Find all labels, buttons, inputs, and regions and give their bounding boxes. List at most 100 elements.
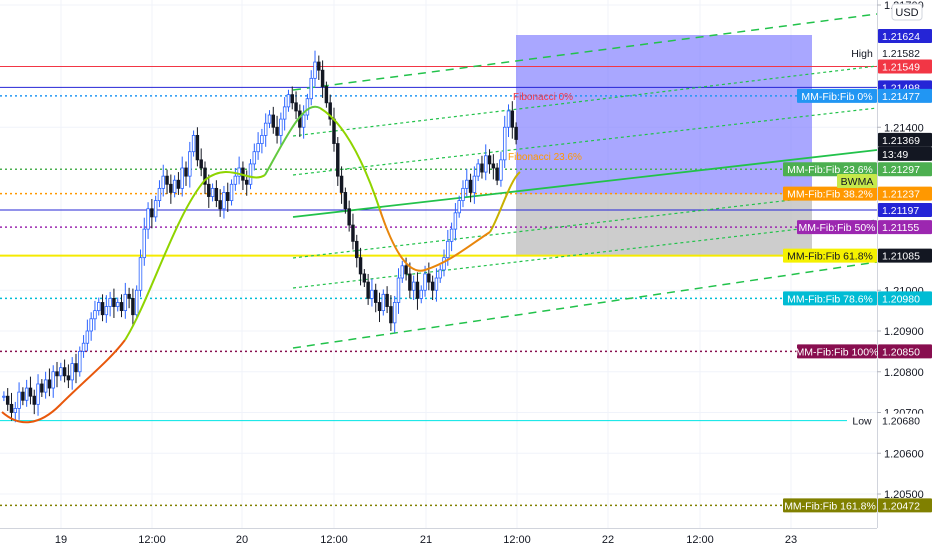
bwma-segment-1 xyxy=(124,170,266,341)
tag-fib-0-bg xyxy=(878,88,932,103)
candle-body-36 xyxy=(138,257,143,291)
label-Low-text: Low xyxy=(852,416,872,428)
tag-fib-50-bg xyxy=(878,220,932,235)
tag-fib-61.8-text: 1.21085 xyxy=(882,251,920,263)
candle-body-123 xyxy=(468,179,473,193)
x-tick-label-5: 12:00 xyxy=(503,534,531,546)
label-fib-23.6-text: MM-Fib:Fib 23.6% xyxy=(787,164,873,176)
label-fib-161.8: MM-Fib:Fib 161.8% xyxy=(783,498,877,513)
trend-channel xyxy=(292,13,878,349)
candle-body-95 xyxy=(362,273,367,283)
candle-body-87 xyxy=(332,118,336,144)
tag-High-bg xyxy=(878,46,932,61)
candle-body-115 xyxy=(438,269,442,279)
tag-Low-text: 1.20680 xyxy=(882,416,920,428)
candle-body-56 xyxy=(214,187,219,201)
candle-body-107 xyxy=(408,273,412,291)
candle-body-126 xyxy=(480,163,484,173)
y-tick-label-4: 1.20800 xyxy=(884,367,924,379)
candle-body-71 xyxy=(271,114,276,128)
channel-low-1 xyxy=(292,189,878,259)
candle-body-57 xyxy=(218,200,222,210)
candle-body-133 xyxy=(506,110,511,128)
candle-body-83 xyxy=(317,61,321,71)
label-fib-0-bg xyxy=(797,88,877,103)
candle-body-101 xyxy=(385,293,389,307)
candle-body-100 xyxy=(381,293,386,312)
candle-body-120 xyxy=(457,200,461,214)
label-fib-61.8: MM-Fib:Fib 61.8% xyxy=(783,248,877,263)
candle-body-113 xyxy=(430,281,435,291)
tag-fib-50-text: 1.21155 xyxy=(882,222,919,234)
label-fib-38.2: MM-Fib:Fib 38.2% xyxy=(783,186,877,201)
candle-body-76 xyxy=(290,94,294,104)
tag-fib-100: 1.20850 xyxy=(878,344,932,359)
tag-countdown: 13:49 xyxy=(878,146,932,161)
candle-body-4 xyxy=(17,391,21,409)
bwma-segment-5 xyxy=(489,171,521,233)
candle-body-31 xyxy=(119,302,124,312)
tag-blue-level-2-bg xyxy=(878,202,932,217)
candle-body-66 xyxy=(252,151,257,165)
candle-body-90 xyxy=(343,192,348,210)
price-tags: 1.21624 1.21582 High 1.20680 Low 1.21549 1.214… xyxy=(783,28,932,513)
label-fib-100-bg xyxy=(797,344,877,359)
candle-body-5 xyxy=(21,391,25,401)
candle-body-53 xyxy=(203,167,207,185)
currency-badge[interactable]: USD xyxy=(891,3,923,21)
annotation-fib-23: Fibonacci 23.6% xyxy=(508,152,582,163)
candle-body-135 xyxy=(514,126,518,140)
tag-blue-level-2-text: 1.21197 xyxy=(882,205,919,217)
candle-body-105 xyxy=(400,265,405,279)
label-fib-161.8-text: MM-Fib:Fib 161.8% xyxy=(784,500,876,512)
candle-body-91 xyxy=(347,208,351,226)
candle-body-118 xyxy=(449,228,454,242)
candle-body-23 xyxy=(89,318,93,332)
candle-body-50 xyxy=(191,134,196,153)
x-tick-label-3: 12:00 xyxy=(320,534,348,546)
candle-body-11 xyxy=(43,379,48,393)
candle-body-114 xyxy=(434,277,439,291)
horizontal-levels xyxy=(0,66,877,507)
price-axis[interactable]: 1.217001.214001.210001.209001.208001.207… xyxy=(877,0,924,501)
candle-body-70 xyxy=(267,114,272,124)
candle-body-134 xyxy=(510,110,515,128)
label-fib-100: MM-Fib:Fib 100% xyxy=(796,344,878,359)
candle-body-102 xyxy=(389,306,393,324)
tag-fib-161.8: 1.20472 xyxy=(878,498,932,513)
candle-body-45 xyxy=(172,179,177,193)
label-Low: Low xyxy=(847,413,877,428)
tag-fib-78.6-text: 1.20980 xyxy=(882,293,920,305)
candle-body-93 xyxy=(355,240,359,259)
candle-body-37 xyxy=(142,228,147,259)
tag-countdown-bg xyxy=(878,146,932,161)
tag-fib-23.6-bg xyxy=(878,162,932,177)
tag-fib-38.2-bg xyxy=(878,186,932,201)
label-High-text: High xyxy=(851,48,873,60)
tag-fib-23.6-text: 1.21297 xyxy=(882,164,920,176)
tag-fib-23.6: 1.21297 xyxy=(878,162,932,177)
candle-body-109 xyxy=(415,281,420,299)
candle-body-117 xyxy=(446,240,450,259)
label-bwma-bg xyxy=(837,174,877,189)
time-axis[interactable]: 19 12:00 20 12:00 21 12:00 22 12:00 23 xyxy=(55,534,797,546)
candle-body-15 xyxy=(59,367,63,377)
label-fib-50-bg xyxy=(797,220,877,235)
tag-countdown-text: 13:49 xyxy=(882,149,908,161)
label-Low-bg xyxy=(847,413,877,428)
label-fib-78.6-text: MM-Fib:Fib 78.6% xyxy=(787,293,873,305)
bwma-segment-4 xyxy=(379,209,491,272)
candle-body-35 xyxy=(134,289,139,316)
tag-fib-38.2-text: 1.21237 xyxy=(882,189,920,201)
candle-body-3 xyxy=(13,408,18,413)
candle-body-127 xyxy=(484,155,488,173)
candle-body-18 xyxy=(70,363,74,381)
candle-body-48 xyxy=(184,167,188,177)
channel-low-2 xyxy=(292,219,878,289)
y-tick-label-7: 1.20500 xyxy=(884,489,924,501)
candle-body-80 xyxy=(305,98,310,116)
candle-body-125 xyxy=(476,163,480,177)
zones xyxy=(516,35,812,255)
candle-body-9 xyxy=(36,383,40,405)
